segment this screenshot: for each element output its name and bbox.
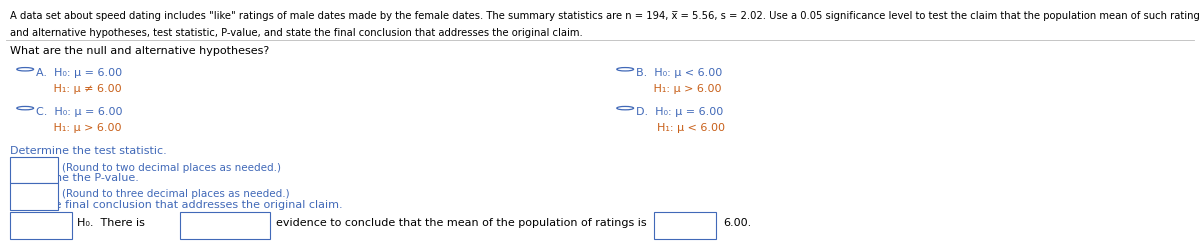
Text: D.  H₀: μ = 6.00: D. H₀: μ = 6.00 (636, 107, 724, 117)
Text: and alternative hypotheses, test statistic, P-value, and state the final conclus: and alternative hypotheses, test statist… (10, 28, 582, 38)
Text: A data set about speed dating includes "like" ratings of male dates made by the : A data set about speed dating includes "… (10, 11, 1200, 21)
Text: H₁: μ > 6.00: H₁: μ > 6.00 (36, 123, 121, 133)
Text: evidence to conclude that the mean of the population of ratings is: evidence to conclude that the mean of th… (276, 218, 647, 228)
Text: Determine the P-value.: Determine the P-value. (10, 173, 138, 182)
Text: H₁: μ ≠ 6.00: H₁: μ ≠ 6.00 (36, 84, 121, 94)
Text: H₀.  There is: H₀. There is (77, 218, 145, 228)
Text: B.  H₀: μ < 6.00: B. H₀: μ < 6.00 (636, 68, 722, 78)
Text: ▼: ▼ (64, 220, 68, 226)
Text: A.  H₀: μ = 6.00: A. H₀: μ = 6.00 (36, 68, 122, 78)
Text: ▼: ▼ (48, 191, 53, 197)
Text: What are the null and alternative hypotheses?: What are the null and alternative hypoth… (10, 46, 269, 56)
Text: State the final conclusion that addresses the original claim.: State the final conclusion that addresse… (10, 200, 342, 210)
Text: H₁: μ > 6.00: H₁: μ > 6.00 (636, 84, 721, 94)
Text: ▼: ▼ (262, 220, 266, 226)
Text: (Round to three decimal places as needed.): (Round to three decimal places as needed… (62, 189, 290, 200)
Text: 6.00.: 6.00. (724, 218, 752, 228)
Text: ▼: ▼ (708, 220, 713, 226)
Text: (Round to two decimal places as needed.): (Round to two decimal places as needed.) (62, 163, 281, 173)
Text: C.  H₀: μ = 6.00: C. H₀: μ = 6.00 (36, 107, 122, 117)
Text: ▼: ▼ (48, 165, 53, 171)
Text: Determine the test statistic.: Determine the test statistic. (10, 146, 167, 156)
Text: H₁: μ < 6.00: H₁: μ < 6.00 (636, 123, 725, 133)
